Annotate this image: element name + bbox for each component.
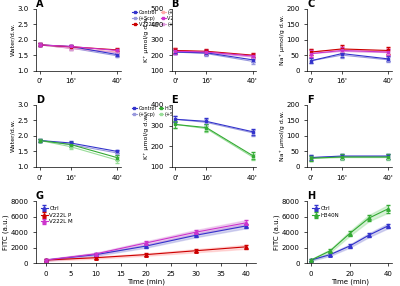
Legend: Control, (+Scp), H340N Di, (+Scp): Control, (+Scp), H340N Di, (+Scp) bbox=[130, 104, 190, 119]
Text: B: B bbox=[172, 0, 179, 9]
Y-axis label: FITC (a.u.): FITC (a.u.) bbox=[274, 214, 280, 250]
Legend: Ctrl, H340N: Ctrl, H340N bbox=[310, 204, 342, 220]
Y-axis label: FITC (a.u.): FITC (a.u.) bbox=[2, 214, 9, 250]
Text: H: H bbox=[307, 191, 315, 201]
Text: F: F bbox=[307, 95, 314, 105]
Y-axis label: Na⁺ μmol/g d.w.: Na⁺ μmol/g d.w. bbox=[280, 15, 285, 65]
Text: G: G bbox=[36, 191, 44, 201]
Legend: Ctrl, V222L P, V222L M: Ctrl, V222L P, V222L M bbox=[39, 204, 75, 227]
Y-axis label: Na⁺ μmol/g d.w.: Na⁺ μmol/g d.w. bbox=[280, 111, 285, 161]
Y-axis label: Water/d.w.: Water/d.w. bbox=[11, 119, 16, 152]
X-axis label: Time (min): Time (min) bbox=[331, 278, 369, 285]
X-axis label: Time (min): Time (min) bbox=[127, 278, 165, 285]
Text: C: C bbox=[307, 0, 314, 9]
Y-axis label: Water/d.w.: Water/d.w. bbox=[11, 23, 16, 56]
Y-axis label: K⁺ μmol/g d.w.: K⁺ μmol/g d.w. bbox=[144, 113, 149, 159]
Legend: Control, (+Scp), V222L P, (+Scp), V222L M, (+Scp): Control, (+Scp), V222L P, (+Scp), V222L … bbox=[130, 8, 190, 29]
Text: E: E bbox=[172, 95, 178, 105]
Y-axis label: K⁺ μmol/g d.w.: K⁺ μmol/g d.w. bbox=[144, 17, 149, 63]
Text: D: D bbox=[36, 95, 44, 105]
Text: A: A bbox=[36, 0, 44, 9]
